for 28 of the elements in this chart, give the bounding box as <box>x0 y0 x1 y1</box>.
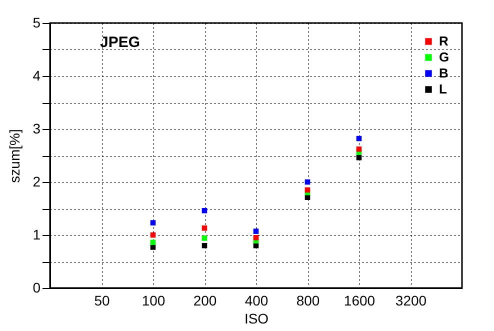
point <box>356 146 362 152</box>
legend-label: G <box>439 50 450 64</box>
annotation: JPEG <box>100 34 140 51</box>
point <box>253 235 259 240</box>
point <box>253 228 259 234</box>
y-tick-label: 4 <box>32 68 41 84</box>
x-axis-title: ISO <box>244 310 269 326</box>
x-tick-label: 400 <box>244 292 268 308</box>
x-tick-label: 50 <box>94 292 110 308</box>
point <box>150 220 156 226</box>
x-tick-label: 800 <box>296 292 320 308</box>
x-tick-label: 3200 <box>395 292 427 308</box>
y-tick-label: 5 <box>32 14 41 30</box>
x-tick-label: 200 <box>193 292 217 308</box>
point <box>202 236 208 241</box>
legend-label: B <box>439 66 448 80</box>
x-tick-label: 100 <box>142 292 166 308</box>
point <box>356 154 362 160</box>
y-axis-title: szum[%] <box>6 129 23 183</box>
legend-label: R <box>439 34 449 48</box>
point <box>202 208 208 214</box>
point <box>202 225 208 231</box>
legend-label: L <box>439 82 447 96</box>
y-tick-label: 2 <box>32 174 41 190</box>
y-tick-label: 0 <box>32 280 41 296</box>
y-tick-label: 1 <box>32 226 41 242</box>
y-tick-label: 3 <box>32 120 41 136</box>
x-tick-label: 1600 <box>344 292 376 308</box>
